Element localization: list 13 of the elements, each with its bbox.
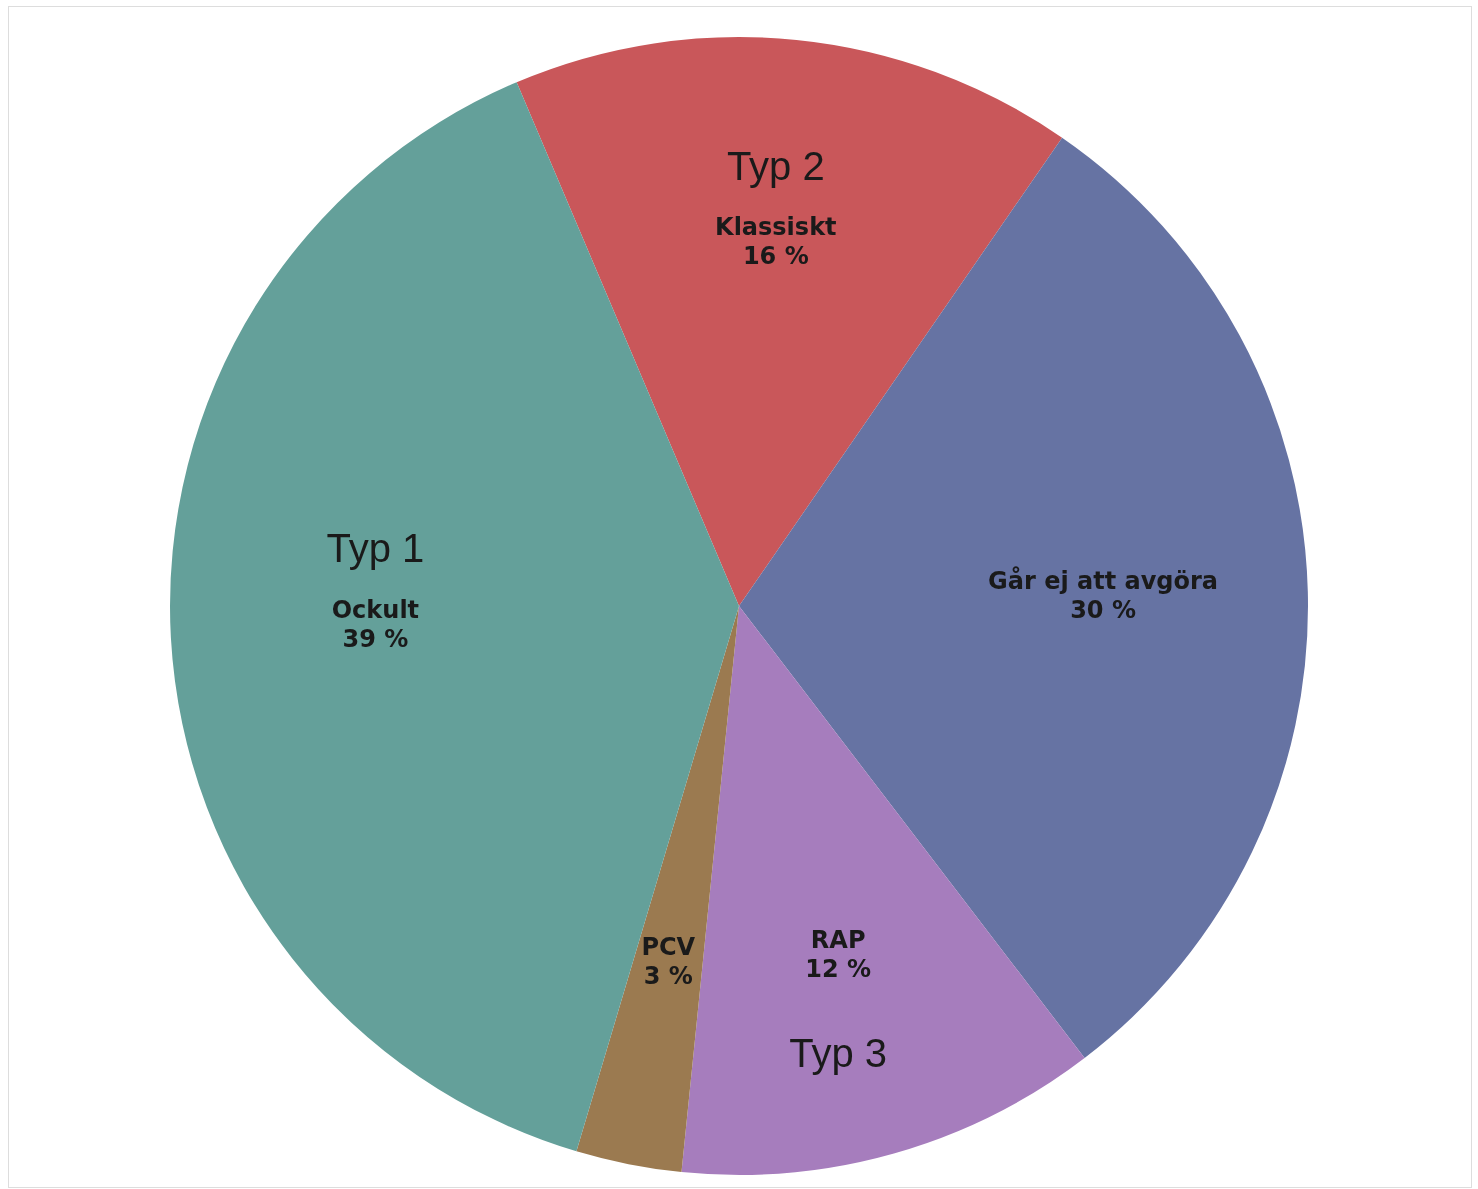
slice-label: Ockult <box>331 596 420 625</box>
data-label: 39 % <box>342 625 409 654</box>
data-label: 16 % <box>742 242 809 271</box>
slice-label: Går ej att avgöra <box>988 565 1219 595</box>
text: Typ 2 <box>726 143 825 188</box>
data-label: 3 % <box>643 961 693 990</box>
text: Typ 1 <box>326 526 425 571</box>
slice-label: Klassiskt <box>715 213 837 242</box>
data-label: 30 % <box>1070 595 1136 624</box>
text: Typ 3 <box>789 1031 888 1076</box>
slice-label: RAP <box>810 926 866 955</box>
slice-label: PCV <box>641 932 696 961</box>
data-label: 12 % <box>805 955 872 984</box>
